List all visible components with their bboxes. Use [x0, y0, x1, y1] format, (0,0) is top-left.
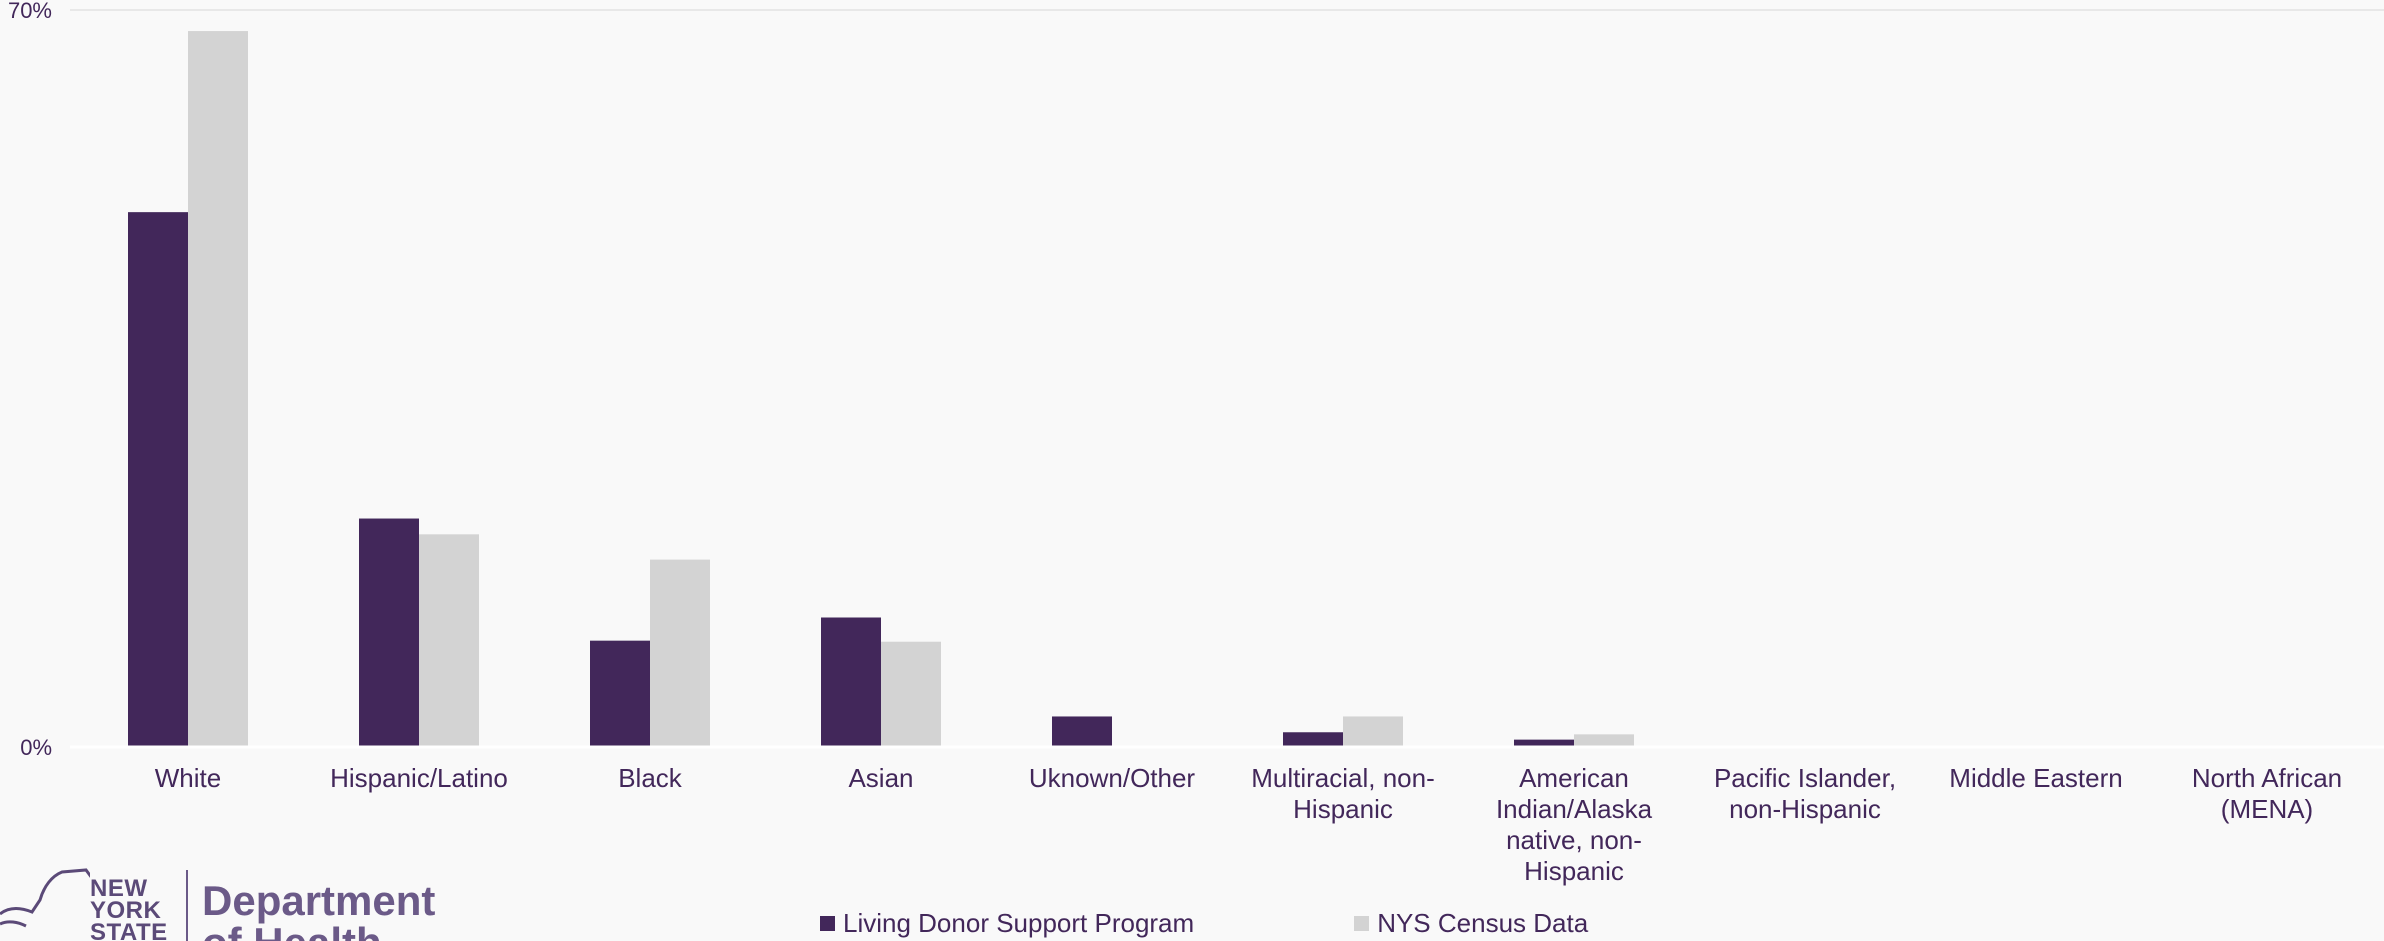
nys-department-of-health-logo: NEW YORK STATE Department of Health — [0, 866, 440, 941]
x-category-label: White — [155, 763, 221, 793]
legend-item-series-1: Living Donor Support Program — [820, 908, 1194, 939]
x-category-label-line: Middle Eastern — [1949, 763, 2122, 793]
logo-state-line: YORK — [90, 897, 162, 924]
x-category-label-line: American — [1519, 763, 1629, 793]
x-category-label: Middle Eastern — [1949, 763, 2122, 793]
logo-state-line: NEW — [90, 875, 148, 902]
y-tick-label: 0% — [20, 735, 52, 760]
x-category-label-line: Uknown/Other — [1029, 763, 1196, 793]
logo-department-line: Department — [202, 877, 436, 924]
new-york-state-outline-icon — [0, 868, 90, 928]
x-category-label-line: (MENA) — [2221, 794, 2313, 824]
x-category-label-line: White — [155, 763, 221, 793]
bar-nys-census — [419, 534, 479, 747]
x-category-label: Asian — [848, 763, 913, 793]
logo-state-line: STATE — [90, 919, 168, 941]
x-category-label-line: non-Hispanic — [1729, 794, 1881, 824]
x-category-label-line: Hispanic — [1524, 856, 1624, 886]
bar-living-donor — [1514, 739, 1574, 747]
x-category-label-line: Black — [618, 763, 683, 793]
bar-nys-census — [881, 641, 941, 747]
x-category-label-line: Pacific Islander, — [1714, 763, 1896, 793]
bar-living-donor — [359, 518, 419, 747]
legend-label-series-2: NYS Census Data — [1377, 908, 1589, 938]
bar-nys-census — [1574, 734, 1634, 747]
x-category-label-line: Hispanic — [1293, 794, 1393, 824]
x-category-label-line: native, non- — [1506, 825, 1642, 855]
logo-department-line: of Health — [202, 922, 435, 941]
bar-living-donor — [590, 640, 650, 747]
legend-swatch-series-1 — [820, 916, 835, 931]
x-category-label-line: Multiracial, non- — [1251, 763, 1435, 793]
y-axis-labels: 0% 70% — [8, 0, 52, 760]
legend-item-series-2: NYS Census Data — [1354, 908, 1588, 939]
x-category-label: Hispanic/Latino — [330, 763, 508, 793]
bar-living-donor — [128, 212, 188, 748]
bar-living-donor — [1052, 716, 1112, 747]
bar-living-donor — [1283, 732, 1343, 747]
logo-state-text: NEW YORK STATE — [90, 875, 168, 941]
bar-living-donor — [821, 617, 881, 747]
legend-swatch-series-2 — [1354, 916, 1370, 931]
bar-nys-census — [650, 559, 710, 747]
bars — [128, 31, 1865, 748]
x-category-label: Black — [618, 763, 683, 793]
x-category-label: Multiracial, non-Hispanic — [1251, 763, 1435, 824]
x-category-label-line: North African — [2192, 763, 2342, 793]
logo-department-text: Department of Health — [202, 880, 435, 941]
x-category-label-line: Hispanic/Latino — [330, 763, 508, 793]
x-category-label-line: Asian — [848, 763, 913, 793]
logo-divider — [186, 870, 188, 941]
legend: Living Donor Support Program NYS Census … — [820, 908, 1588, 939]
bar-nys-census — [1343, 716, 1403, 747]
x-category-label: Uknown/Other — [1029, 763, 1196, 793]
x-category-label: American Indian/Alaska native, non-Hispani… — [1496, 763, 1653, 886]
x-axis-labels: White Hispanic/Latino Black Asian Uknown/Oth… — [155, 763, 2342, 886]
bar-nys-census — [188, 31, 248, 748]
legend-label-series-1: Living Donor Support Program — [843, 908, 1195, 938]
x-category-label: North African (MENA) — [2192, 763, 2342, 824]
y-tick-label: 70% — [8, 0, 52, 23]
x-category-label: Pacific Islander, non-Hispanic — [1714, 763, 1896, 824]
x-category-label-line: Indian/Alaska — [1496, 794, 1653, 824]
